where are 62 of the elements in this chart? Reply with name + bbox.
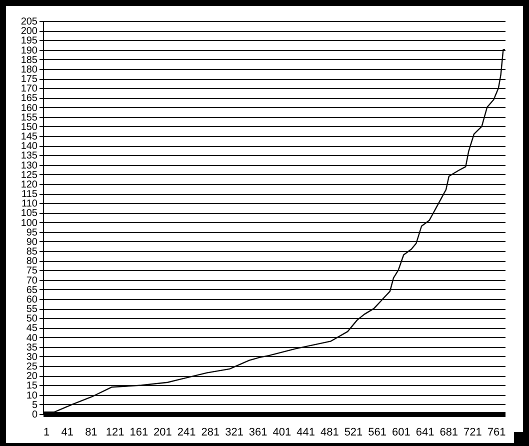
y-tick-label: 160	[20, 102, 38, 114]
y-tick-label: 15	[26, 380, 38, 392]
y-tick-label: 70	[26, 275, 38, 286]
y-tick-label: 140	[20, 141, 38, 152]
y-tick-label: 10	[26, 390, 38, 402]
x-tick-label: 401	[272, 426, 292, 438]
x-tick-label: 41	[61, 426, 74, 438]
y-tick-label: 0	[32, 410, 38, 420]
x-tick-label: 481	[320, 426, 339, 438]
x-tick-label: 161	[130, 426, 148, 438]
y-tick-label: 190	[20, 45, 38, 56]
y-tick-label: 165	[20, 93, 38, 104]
y-tick-label: 85	[26, 246, 38, 258]
x-tick-label: 521	[344, 426, 363, 438]
y-tick-label: 145	[20, 132, 38, 143]
y-tick-label: 195	[20, 36, 38, 47]
y-tick-label: 30	[26, 352, 38, 363]
y-tick-label: 180	[20, 64, 38, 76]
y-tick-label: 90	[26, 236, 38, 248]
y-tick-label: 105	[20, 208, 38, 220]
x-tick-label: 441	[296, 426, 315, 438]
x-tick-label: 721	[464, 426, 482, 438]
y-tick-label: 170	[20, 84, 38, 95]
y-tick-label: 135	[20, 150, 38, 162]
x-tick-label: 1	[44, 426, 50, 438]
y-tick-label: 120	[20, 179, 38, 190]
x-tick-label: 281	[201, 426, 220, 438]
x-tick-label: 321	[225, 426, 244, 438]
y-tick-label: 150	[20, 122, 38, 133]
y-tick-label: 200	[20, 26, 38, 38]
y-tick-label: 20	[26, 371, 38, 382]
y-tick-label: 185	[20, 54, 38, 66]
x-tick-label: 361	[248, 426, 268, 438]
y-tick-label: 60	[26, 294, 38, 306]
y-tick-label: 125	[20, 170, 38, 181]
x-tick-label: 121	[106, 426, 124, 438]
y-tick-label: 55	[26, 304, 38, 316]
x-tick-label: 601	[392, 426, 410, 438]
y-tick-label: 5	[32, 400, 38, 411]
y-tick-label: 65	[26, 284, 38, 296]
x-tick-label: 681	[440, 426, 458, 438]
y-tick-label: 175	[20, 74, 38, 86]
y-tick-label: 80	[26, 256, 38, 268]
y-tick-label: 115	[22, 189, 38, 200]
x-tick-label: 241	[177, 426, 196, 438]
y-tick-label: 35	[26, 342, 38, 354]
y-tick-label: 100	[20, 218, 38, 229]
y-tick-label: 40	[26, 332, 38, 344]
y-tick-label: 110	[22, 198, 38, 210]
x-tick-label: 641	[416, 426, 434, 438]
x-tick-label: 81	[85, 426, 98, 438]
y-tick-label: 50	[26, 314, 38, 325]
y-tick-label: 205	[20, 16, 38, 28]
y-tick-label: 130	[20, 160, 38, 172]
y-tick-label: 95	[26, 227, 38, 238]
y-tick-label: 155	[20, 112, 38, 124]
x-tick-label: 201	[154, 426, 172, 438]
y-tick-label: 45	[26, 323, 38, 334]
x-tick-label: 561	[368, 426, 387, 438]
x-tick-label: 761	[487, 426, 506, 438]
y-tick-label: 75	[26, 266, 38, 277]
y-tick-label: 25	[26, 362, 38, 373]
